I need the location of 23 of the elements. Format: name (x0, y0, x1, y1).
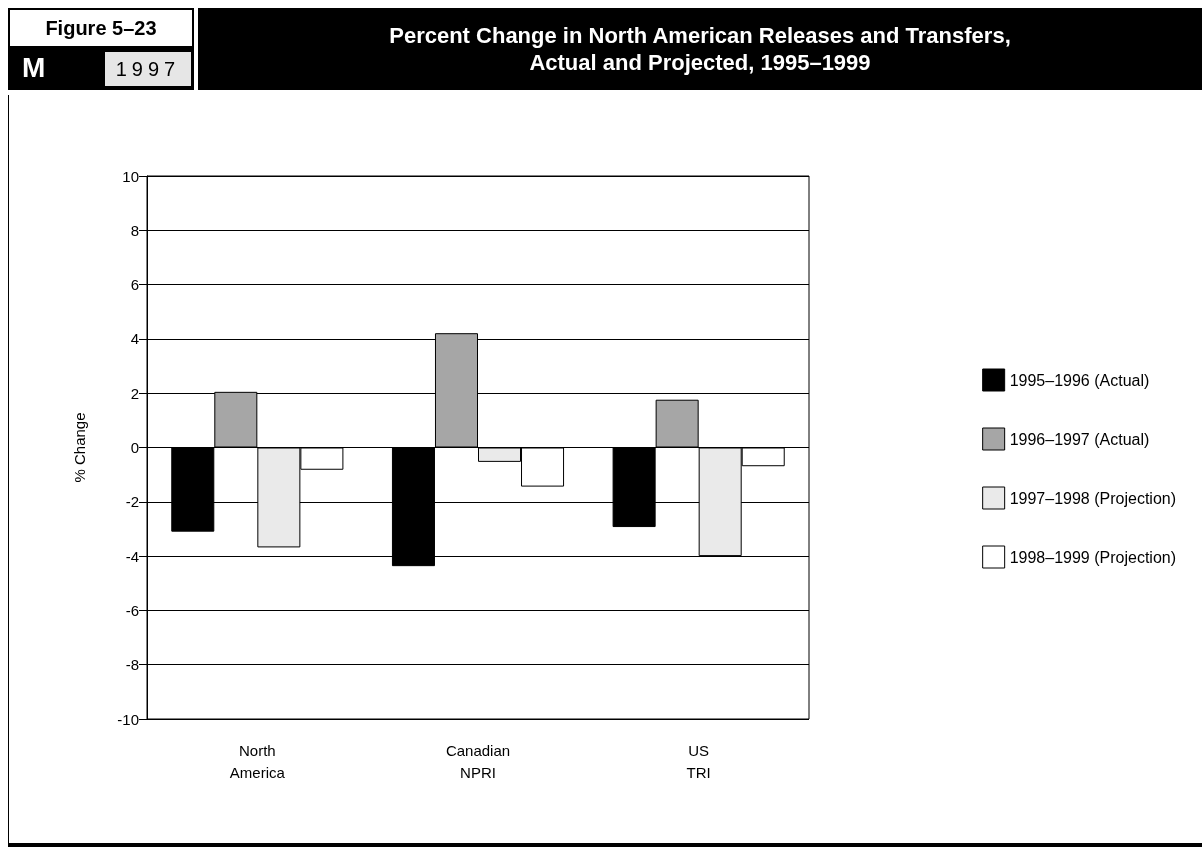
caption: Figure 5–23 (8, 8, 194, 48)
legend-label: 1996–1997 (Actual) (1009, 430, 1150, 448)
y-tick-label: -8 (125, 656, 139, 674)
y-tick-label: 8 (130, 221, 139, 239)
x-tick-label: US TRI (686, 741, 711, 781)
y-tick-label: -6 (125, 601, 139, 619)
y-tick-label: -10 (117, 710, 139, 728)
y-tick-label: 4 (130, 330, 139, 348)
y-tick-label: -2 (125, 493, 139, 511)
y-tick-label: 2 (130, 384, 139, 402)
y-tick-label: -4 (125, 547, 139, 565)
chart-title: Percent Change in North American Releases and Transfers, Actual and Projected, 1995–1999 (198, 8, 1202, 90)
legend-label: 1995–1996 (Actual) (1009, 371, 1150, 389)
text: 1997 (104, 51, 192, 87)
y-tick-label: 6 (130, 276, 139, 294)
y-axis-title: % Change (71, 412, 88, 483)
y-tick-label: 0 (130, 439, 139, 456)
text: M (22, 52, 46, 84)
x-tick-label: Canadian NPRI (445, 741, 511, 781)
y-tick-label: 10 (122, 167, 139, 185)
x-tick-label: North America (229, 741, 286, 781)
legend-label: 1997–1998 (Projection) (1009, 489, 1177, 507)
legend-label: 1998–1999 (Projection) (1009, 548, 1177, 566)
